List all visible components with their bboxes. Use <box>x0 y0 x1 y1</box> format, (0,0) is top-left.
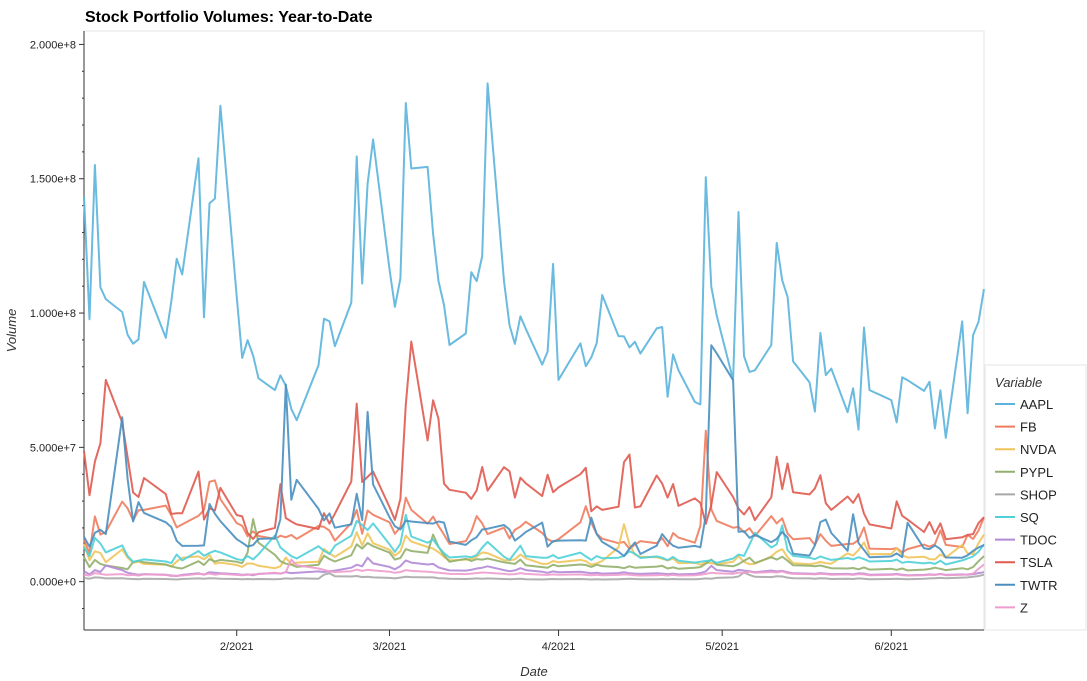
x-axis: 2/2021 3/2021 4/2021 5/2021 6/2021 <box>220 630 908 653</box>
legend-label-aapl: AAPL <box>1020 397 1053 412</box>
series-line-nvda <box>83 523 985 570</box>
y-tick-label: 5.000e+7 <box>30 442 76 454</box>
legend-label-nvda: NVDA <box>1020 442 1056 457</box>
legend-label-z: Z <box>1020 600 1028 615</box>
series-line-aapl <box>83 82 985 439</box>
x-axis-label: Date <box>520 664 547 679</box>
series-line-sq <box>83 513 985 566</box>
series-line-twtr <box>83 344 985 559</box>
legend-title: Variable <box>995 375 1042 390</box>
series-line-pypl <box>83 518 985 572</box>
x-tick-label: 5/2021 <box>705 641 739 653</box>
legend-label-tsla: TSLA <box>1020 555 1053 570</box>
series-lines <box>83 82 985 581</box>
x-tick-label: 4/2021 <box>542 641 576 653</box>
series-line-z <box>83 558 985 577</box>
x-tick-label: 3/2021 <box>373 641 407 653</box>
plot-area[interactable] <box>83 30 985 631</box>
series-line-tsla <box>83 340 985 541</box>
x-tick-label: 6/2021 <box>874 641 908 653</box>
legend-label-shop: SHOP <box>1020 487 1057 502</box>
y-tick-label: 2.000e+8 <box>30 39 76 51</box>
legend-label-fb: FB <box>1020 420 1037 435</box>
series-line-shop <box>83 571 985 581</box>
y-tick-label: 1.500e+8 <box>30 174 76 186</box>
y-tick-label: 1.000e+8 <box>30 308 76 320</box>
legend-items: AAPL FB NVDA PYPL SHOP SQ TDOC TSLA TWTR Z <box>995 397 1058 615</box>
chart-title: Stock Portfolio Volumes: Year-to-Date <box>85 9 373 26</box>
legend-label-twtr: TWTR <box>1020 578 1058 593</box>
y-axis-label: Volume <box>4 309 19 353</box>
legend-box <box>984 364 1087 631</box>
y-axis: 0.000e+0 5.000e+7 1.000e+8 1.500e+8 2.000e+8 <box>30 39 84 610</box>
legend-label-pypl: PYPL <box>1020 465 1053 480</box>
y-tick-label: 0.000e+0 <box>30 577 76 589</box>
legend-label-tdoc: TDOC <box>1020 533 1057 548</box>
legend-label-sq: SQ <box>1020 510 1039 525</box>
x-tick-label: 2/2021 <box>220 641 254 653</box>
legend: Variable AAPL FB NVDA PYPL SHOP SQ TDOC TSLA TWT… <box>984 364 1087 631</box>
